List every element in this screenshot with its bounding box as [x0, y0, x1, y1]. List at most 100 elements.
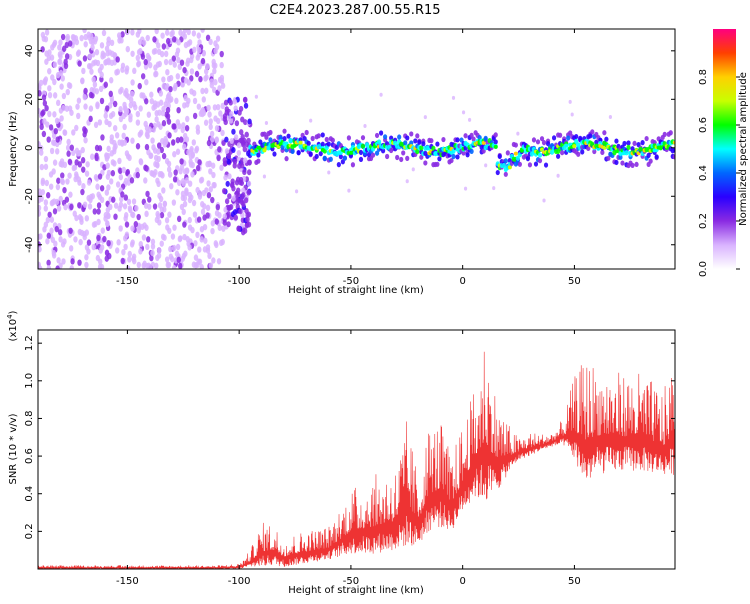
heatmap-cell	[138, 248, 143, 255]
heatmap-cell	[72, 210, 77, 217]
snr-panel: -150 -100 -50 0 50 0.2 0.4 0.6 0.8 1.0 1.2 Height…	[6, 310, 676, 596]
heatmap-cell	[455, 137, 460, 143]
heatmap-cell	[75, 103, 80, 110]
heatmap-cell	[214, 125, 220, 132]
heatmap-cell	[38, 79, 44, 87]
heatmap-cell	[60, 172, 65, 179]
heatmap-cell	[150, 238, 156, 246]
heatmap-cell	[234, 120, 240, 127]
heatmap-cell	[231, 128, 236, 135]
heatmap-cell	[121, 166, 127, 174]
heatmap-cell	[66, 150, 71, 157]
heatmap-cell	[100, 53, 105, 60]
heatmap-cell	[126, 93, 131, 100]
heatmap-cell	[53, 240, 58, 247]
heatmap-cell	[83, 87, 88, 95]
heatmap-cell	[167, 227, 172, 235]
heatmap-cell	[95, 59, 101, 67]
heatmap-cell	[600, 149, 605, 156]
heatmap-cell	[246, 189, 251, 196]
heatmap-cell	[89, 153, 95, 160]
heatmap-cell	[140, 73, 146, 80]
heatmap-cell	[451, 95, 456, 100]
heatmap-cell	[224, 198, 230, 205]
heatmap-cell	[640, 140, 645, 146]
heatmap-cell	[449, 157, 454, 164]
heatmap-cell	[213, 240, 218, 247]
heatmap-cell	[211, 257, 216, 264]
heatmap-cell	[105, 173, 111, 180]
heatmap-cell	[190, 226, 195, 234]
heatmap-cell	[232, 162, 237, 169]
heatmap-cell	[101, 29, 107, 37]
heatmap-cell	[210, 220, 216, 227]
heatmap-cell	[162, 200, 168, 208]
heatmap-cell	[83, 103, 88, 110]
heatmap-cell	[38, 90, 42, 97]
heatmap-cell	[99, 244, 105, 251]
heatmap-cell	[284, 156, 289, 162]
heatmap-cell	[130, 50, 135, 57]
heatmap-cell	[84, 254, 89, 261]
heatmap-cell	[320, 132, 325, 138]
heatmap-cell	[614, 159, 619, 166]
heatmap-cell	[516, 131, 520, 136]
heatmap-cell	[238, 176, 244, 183]
heatmap-cell	[503, 158, 508, 164]
heatmap-cell	[160, 32, 165, 39]
heatmap-cell	[254, 94, 258, 99]
heatmap-cell	[44, 58, 49, 65]
heatmap-cell	[459, 137, 464, 143]
heatmap-cell	[58, 236, 63, 243]
snr-x-tick-label: 0	[459, 576, 465, 587]
heatmap-cell	[176, 179, 182, 187]
heatmap-cell	[53, 127, 58, 135]
heatmap-cell	[213, 79, 218, 86]
heatmap-cell	[82, 29, 87, 34]
heatmap-cell	[49, 54, 55, 61]
heatmap-cell	[189, 194, 194, 201]
heatmap-cell	[47, 49, 52, 56]
heatmap-cell	[171, 244, 177, 252]
heatmap-cell	[358, 149, 364, 156]
heatmap-cell	[126, 198, 132, 206]
heatmap-cell	[363, 123, 367, 128]
heatmap-cell	[189, 68, 195, 75]
heatmap-cell	[161, 120, 167, 127]
heatmap-cell	[314, 153, 319, 160]
heatmap-cell	[296, 150, 301, 156]
heatmap-cell	[130, 137, 135, 144]
heatmap-cell	[191, 199, 197, 207]
heatmap-cell	[238, 208, 243, 215]
heatmap-cell	[415, 133, 420, 139]
heatmap-cell	[537, 158, 543, 164]
heatmap-cell	[197, 159, 202, 166]
heatmap-cell	[194, 145, 200, 153]
snr-y-tick-label: 0.6	[24, 448, 35, 464]
heatmap-cell	[200, 29, 205, 33]
heatmap-cell	[182, 221, 187, 228]
heatmap-cell	[164, 256, 170, 263]
heatmap-cell	[93, 35, 99, 43]
heatmap-cell	[326, 141, 331, 147]
heatmap-cell	[120, 257, 125, 265]
heatmap-cell	[236, 149, 242, 156]
heatmap-cell	[330, 137, 335, 143]
spectrogram-y-tick-label: 20	[24, 93, 35, 106]
heatmap-cell	[201, 96, 206, 103]
heatmap-cell	[189, 147, 194, 155]
heatmap-cell	[77, 259, 82, 266]
heatmap-cell	[82, 94, 87, 101]
heatmap-cell	[65, 178, 70, 185]
heatmap-cell	[214, 137, 219, 144]
heatmap-cell	[66, 138, 71, 146]
heatmap-cell	[154, 70, 159, 78]
heatmap-cell	[42, 118, 47, 125]
heatmap-cell	[228, 99, 233, 106]
heatmap-cell	[146, 111, 152, 118]
heatmap-cell	[145, 190, 150, 198]
heatmap-cell	[246, 221, 252, 228]
heatmap-cell	[76, 97, 82, 104]
heatmap-cell	[197, 39, 202, 46]
heatmap-cell	[161, 187, 166, 194]
